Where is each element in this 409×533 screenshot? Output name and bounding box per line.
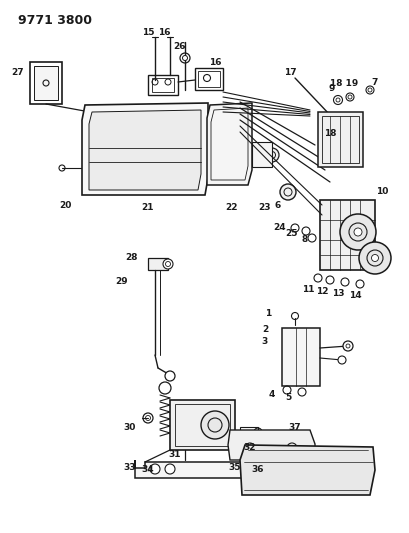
Text: 8: 8 [301,236,308,245]
Circle shape [339,214,375,250]
Text: 4: 4 [268,391,274,400]
Polygon shape [82,103,207,195]
Text: 12: 12 [315,287,328,296]
Text: 3: 3 [261,337,267,346]
Text: 15: 15 [142,28,154,36]
Text: 18: 18 [323,128,335,138]
Text: 23: 23 [258,204,271,213]
Circle shape [182,55,187,61]
Polygon shape [207,103,252,185]
Circle shape [159,382,171,394]
Bar [170,400,234,450]
Bar [34,66,58,100]
Polygon shape [227,430,314,460]
Bar [198,71,220,87]
Circle shape [259,464,270,474]
Polygon shape [239,445,374,495]
Bar [148,258,168,270]
Circle shape [337,356,345,364]
Text: 28: 28 [126,254,138,262]
Text: 34: 34 [142,465,154,474]
Circle shape [371,254,378,262]
Text: 1: 1 [264,310,270,319]
Bar [319,200,374,270]
Text: 26: 26 [173,42,186,51]
Polygon shape [89,110,200,190]
Circle shape [164,464,175,474]
Text: 16: 16 [157,28,170,36]
Bar [30,62,62,104]
Bar [195,68,222,90]
Text: 37: 37 [288,424,301,432]
Text: 10: 10 [375,188,387,197]
Text: 22: 22 [225,204,238,213]
Circle shape [365,86,373,94]
Bar [239,427,257,437]
Text: 9771 3800: 9771 3800 [18,14,92,27]
Circle shape [353,228,361,236]
Bar [175,404,229,446]
Circle shape [279,184,295,200]
Bar [317,112,362,167]
Text: 24: 24 [273,223,285,232]
Text: 9: 9 [328,84,335,93]
Text: 13: 13 [331,289,344,298]
Text: 16: 16 [208,58,221,67]
Text: 6: 6 [274,200,281,209]
Text: 21: 21 [142,204,154,213]
Circle shape [245,443,254,453]
Circle shape [286,443,296,453]
Circle shape [143,413,153,423]
Circle shape [245,464,254,474]
Bar [281,328,319,386]
Text: 27: 27 [12,68,24,77]
Text: 11: 11 [301,286,313,295]
Text: 25: 25 [285,229,297,238]
Circle shape [345,93,353,101]
Circle shape [200,411,229,439]
Bar [152,78,173,92]
Circle shape [342,341,352,351]
Text: 17: 17 [283,68,296,77]
Text: 35: 35 [228,464,240,472]
Text: 2: 2 [261,326,267,335]
Bar [321,116,358,163]
Text: 30: 30 [124,424,136,432]
Circle shape [333,95,342,104]
Text: 32: 32 [243,443,256,453]
Text: 14: 14 [348,290,360,300]
Text: 18 19: 18 19 [329,78,357,87]
Circle shape [164,371,175,381]
Text: 5: 5 [284,393,290,402]
Text: 7: 7 [371,77,377,86]
Circle shape [264,148,278,162]
Text: 36: 36 [251,465,264,474]
Text: 31: 31 [169,450,181,459]
Circle shape [163,259,173,269]
Text: 33: 33 [124,464,136,472]
Text: 20: 20 [58,200,71,209]
Circle shape [150,464,160,474]
Text: 29: 29 [115,278,128,287]
Bar [148,75,178,95]
Polygon shape [135,460,294,478]
Circle shape [358,242,390,274]
Bar [252,142,271,167]
